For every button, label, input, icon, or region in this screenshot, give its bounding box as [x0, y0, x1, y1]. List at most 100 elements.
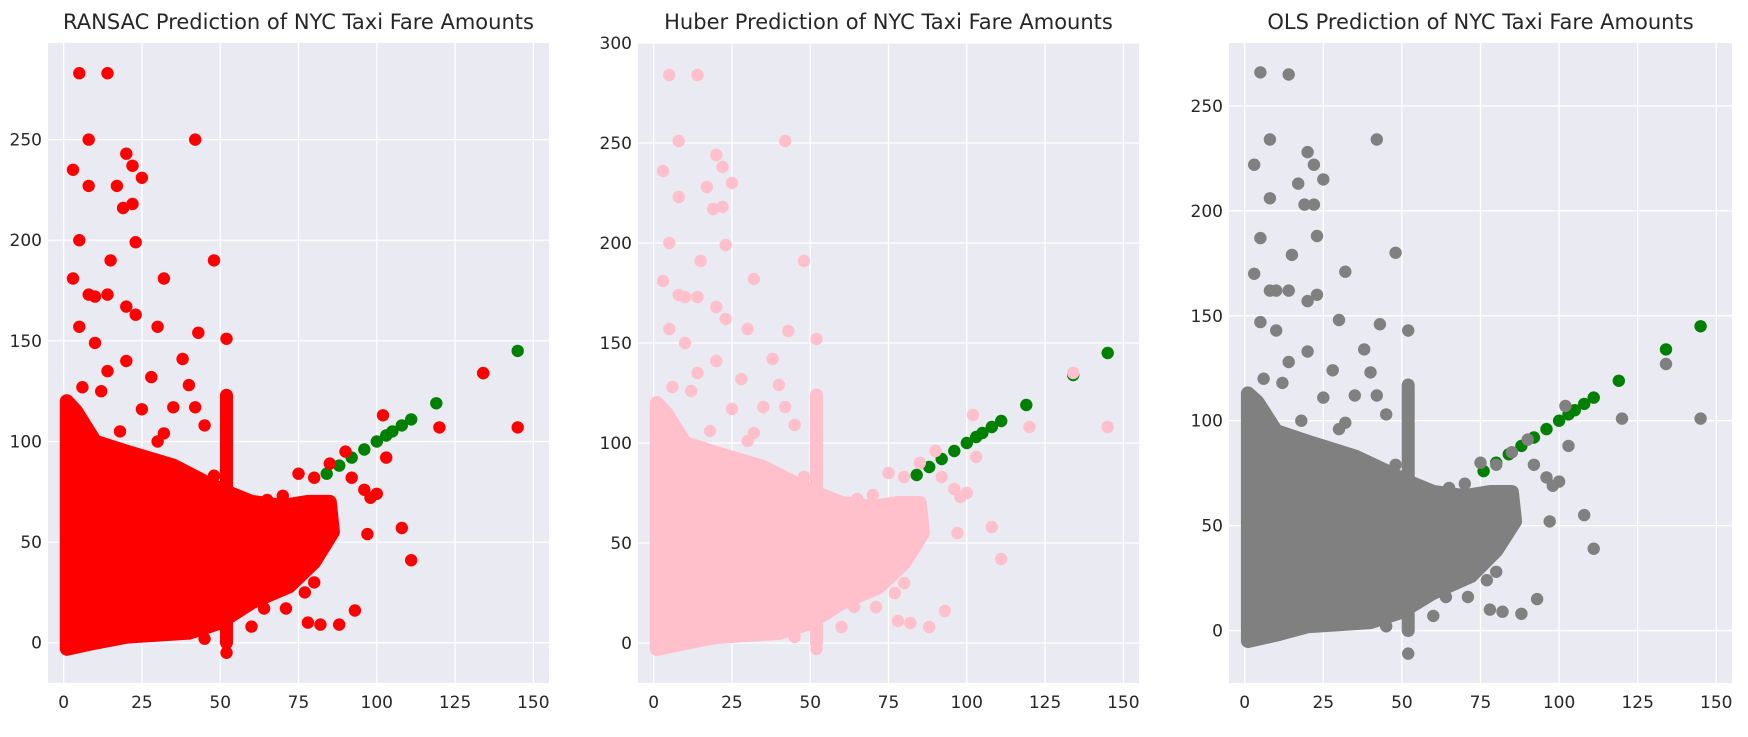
scatter-point	[1254, 315, 1267, 329]
scatter-point	[888, 586, 901, 600]
scatter-point	[779, 400, 792, 414]
scatter-point	[1310, 229, 1324, 243]
scatter-point	[819, 502, 833, 516]
scatter-point	[741, 322, 754, 336]
y-tick-label: 250	[1191, 97, 1223, 117]
scatter-point	[167, 515, 180, 529]
scatter-point	[333, 459, 346, 472]
scatter-point	[951, 526, 964, 540]
scatter-point	[851, 492, 864, 506]
scatter-point	[73, 67, 86, 80]
scatter-point	[1307, 198, 1321, 211]
scatter-point	[477, 366, 490, 380]
scatter-point	[110, 179, 124, 193]
scatter-point	[1020, 398, 1033, 412]
scatter-point	[678, 336, 692, 350]
scatter-point	[1433, 534, 1446, 547]
scatter-point	[251, 546, 264, 559]
chart-title: OLS Prediction of NYC Taxi Fare Amounts	[1267, 10, 1693, 34]
scatter-point	[245, 503, 258, 517]
y-tick-label: 250	[600, 134, 632, 154]
series-actual	[320, 344, 524, 480]
scatter-point	[866, 488, 879, 502]
y-tick-label: 50	[20, 533, 42, 553]
scatter-point	[938, 604, 952, 618]
scatter-point	[716, 200, 729, 214]
scatter-point	[672, 190, 685, 204]
scatter-point	[656, 274, 670, 288]
scatter-point	[395, 521, 408, 535]
scatter-point	[1358, 343, 1371, 356]
x-tick-label: 50	[799, 693, 821, 713]
scatter-point	[710, 300, 723, 314]
x-tick-label: 100	[361, 693, 393, 713]
scatter-point	[1615, 412, 1629, 425]
data-layer	[649, 68, 1114, 656]
scatter-point	[985, 420, 998, 434]
scatter-point	[898, 576, 911, 590]
scatter-point	[1452, 553, 1465, 566]
x-tick-label: 100	[951, 693, 983, 713]
scatter-point	[1530, 592, 1544, 606]
x-tick-label: 150	[1107, 693, 1139, 713]
y-tick-label: 100	[1191, 412, 1223, 432]
scatter-point	[1270, 324, 1283, 337]
scatter-point	[1474, 456, 1487, 469]
scatter-point	[716, 456, 729, 470]
scatter-point	[220, 391, 233, 404]
x-tick-label: 25	[1312, 693, 1334, 713]
scatter-point	[145, 370, 158, 384]
scatter-point	[1270, 284, 1283, 297]
scatter-point	[120, 354, 133, 368]
scatter-point	[1380, 620, 1393, 633]
series-predicted	[649, 68, 1114, 656]
scatter-point	[88, 336, 102, 350]
scatter-point	[985, 520, 998, 534]
scatter-point	[395, 419, 408, 432]
scatter-point	[151, 435, 164, 448]
scatter-point	[345, 471, 358, 484]
scatter-point	[810, 390, 823, 404]
scatter-point	[261, 493, 274, 507]
x-tick-label: 125	[1029, 693, 1061, 713]
scatter-point	[882, 466, 895, 480]
scatter-point	[1694, 412, 1707, 425]
scatter-point	[1301, 345, 1314, 358]
scatter-point	[725, 176, 739, 190]
x-tick-label: 25	[721, 693, 743, 713]
scatter-point	[1373, 318, 1387, 331]
y-tick-label: 50	[1201, 517, 1223, 537]
scatter-point	[370, 435, 383, 448]
scatter-point	[1310, 288, 1324, 301]
y-tick-label: 0	[1212, 622, 1223, 642]
scatter-point	[270, 564, 283, 577]
x-tick-label: 75	[288, 693, 310, 713]
scatter-point	[1490, 565, 1503, 578]
scatter-point	[192, 326, 205, 339]
scatter-point	[678, 290, 692, 304]
scatter-point	[1427, 609, 1440, 623]
scatter-point	[1442, 481, 1456, 495]
scatter-point	[120, 147, 133, 160]
scatter-point	[653, 408, 667, 422]
y-tick-label: 100	[10, 432, 42, 452]
scatter-point	[151, 320, 164, 333]
scatter-point	[719, 238, 732, 252]
scatter-point	[685, 384, 698, 398]
scatter-point	[1254, 231, 1267, 245]
scatter-point	[960, 436, 973, 450]
scatter-point	[167, 401, 180, 414]
scatter-point	[694, 254, 707, 268]
scatter-point	[835, 504, 848, 518]
scatter-point	[1276, 376, 1289, 390]
scatter-point	[879, 548, 892, 562]
scatter-point	[73, 320, 86, 333]
scatter-point	[1464, 500, 1478, 513]
scatter-point	[672, 134, 685, 148]
scatter-point	[825, 600, 839, 614]
scatter-point	[1317, 391, 1330, 404]
x-tick-label: 125	[439, 693, 471, 713]
scatter-point	[189, 401, 202, 414]
subplot-huber: 0 25 50 75 100 125 150 0 50 100 150 200 250 300 Huber …	[600, 10, 1140, 713]
x-tick-label: 25	[131, 693, 153, 713]
